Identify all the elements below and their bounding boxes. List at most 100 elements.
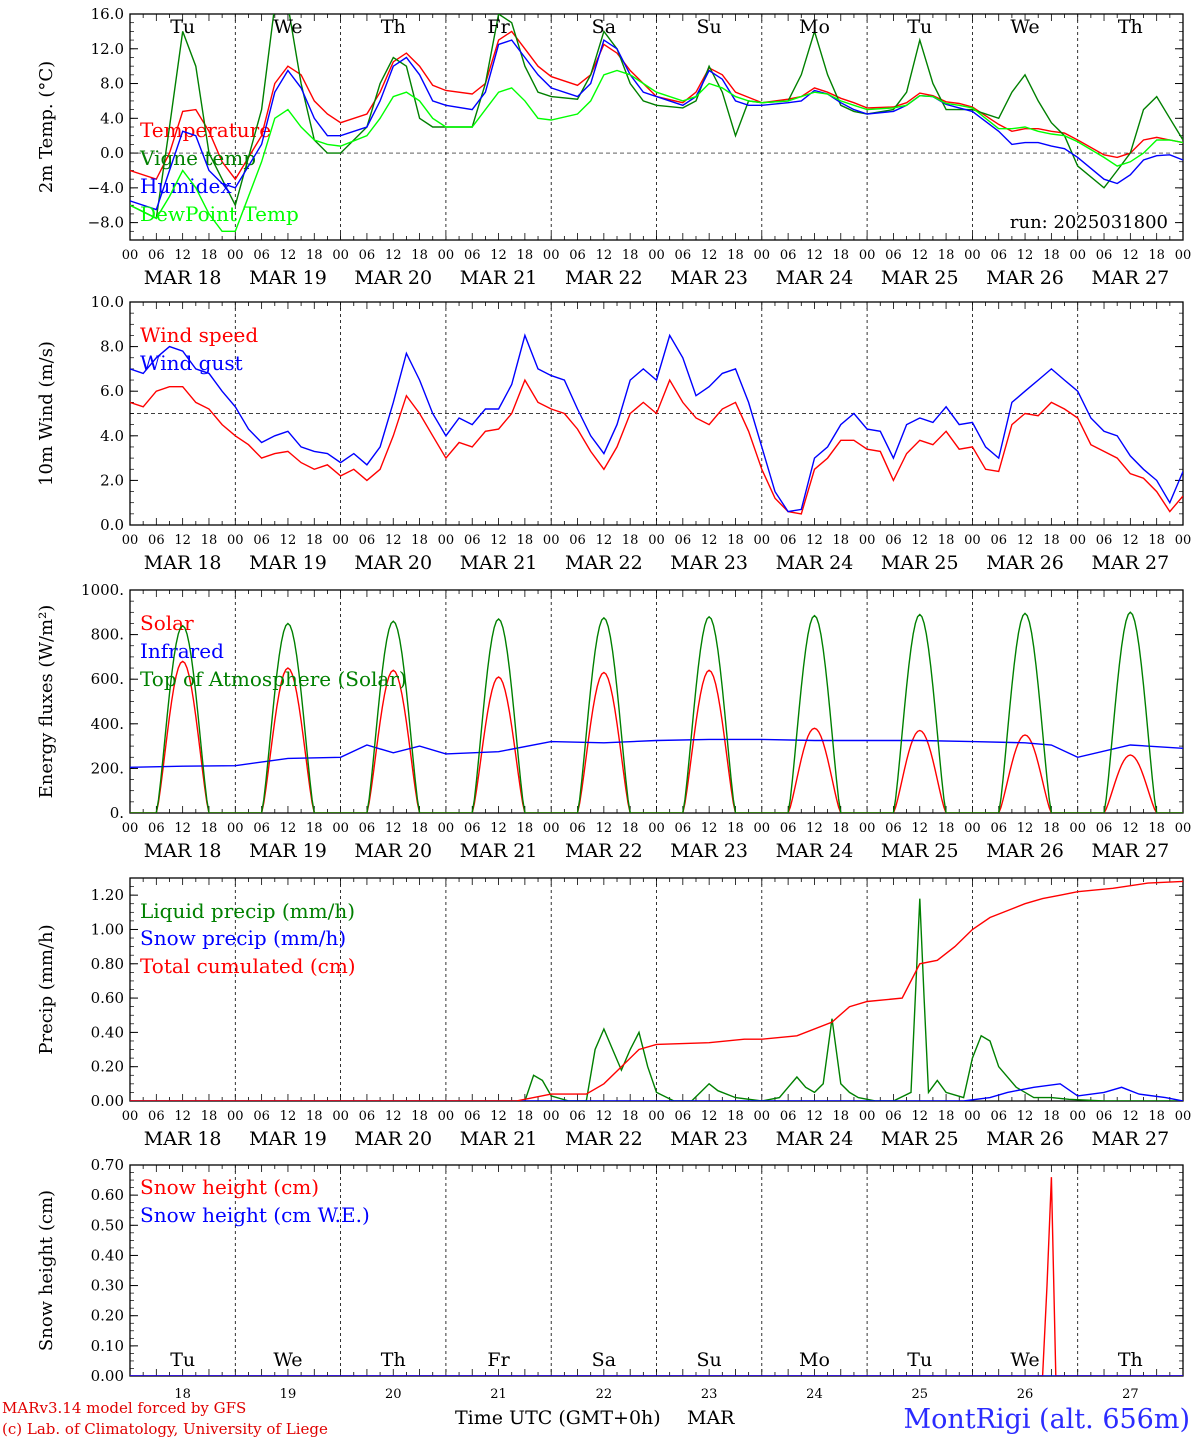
hour-label: 06 (885, 533, 902, 548)
hour-label: 12 (1122, 248, 1139, 263)
panel-energy: 0. 200. 400. 600. 800. 1000. Energy fluxes (W/… (36, 581, 1191, 862)
y-tick-label: 800. (91, 626, 124, 644)
hour-label: 06 (359, 821, 376, 836)
hour-label: 06 (253, 533, 270, 548)
y-tick-label: 0.40 (91, 1023, 124, 1041)
hour-label: 00 (754, 821, 771, 836)
legend-entry: Vigne temp (139, 146, 256, 170)
y-tick-label: 8.0 (100, 75, 124, 93)
hour-label: 18 (727, 1109, 744, 1124)
y-tick-label: 4.0 (100, 109, 124, 127)
legend-entry: Solar (140, 611, 194, 635)
y-axis-label: Precip (mm/h) (36, 924, 57, 1054)
hour-label: 06 (780, 533, 797, 548)
series-line-2 (130, 611, 1183, 813)
hour-label: 12 (1017, 533, 1034, 548)
hour-label: 12 (490, 1109, 507, 1124)
hour-label: 06 (464, 533, 481, 548)
hour-label: 18 (201, 248, 218, 263)
day-number: 20 (385, 1387, 402, 1402)
hour-label: 00 (1069, 533, 1086, 548)
day-name: Su (697, 16, 722, 38)
hour-label: 12 (701, 533, 718, 548)
hour-label: 00 (227, 248, 244, 263)
hour-label: 18 (833, 821, 850, 836)
date-label: MAR 23 (670, 552, 748, 574)
hour-label: 00 (122, 1109, 139, 1124)
hour-label: 18 (517, 248, 534, 263)
hour-label: 12 (701, 248, 718, 263)
y-tick-label: 2.0 (100, 471, 124, 489)
date-label: MAR 23 (670, 267, 748, 289)
day-name: Tu (170, 1349, 195, 1371)
hour-label: 12 (596, 1109, 613, 1124)
hour-label: 18 (1043, 821, 1060, 836)
date-label: MAR 23 (670, 1128, 748, 1150)
hour-label: 18 (938, 533, 955, 548)
day-number: 25 (911, 1387, 928, 1402)
y-tick-label: 0.00 (91, 1092, 124, 1110)
hour-label: 00 (859, 821, 876, 836)
date-label: MAR 22 (565, 267, 643, 289)
hour-label: 06 (148, 248, 165, 263)
y-tick-label: −4.0 (88, 179, 124, 197)
hour-label: 12 (911, 533, 928, 548)
lab-credit: (c) Lab. of Climatology, University of L… (2, 1420, 328, 1438)
y-tick-label: 0.60 (91, 1186, 124, 1204)
hour-label: 06 (1096, 1109, 1113, 1124)
date-label: MAR 22 (565, 552, 643, 574)
y-tick-label: 0.20 (91, 1058, 124, 1076)
hour-label: 12 (280, 533, 297, 548)
hour-label: 12 (806, 1109, 823, 1124)
date-label: MAR 25 (881, 1128, 959, 1150)
day-name: Fr (487, 16, 510, 38)
hour-label: 00 (964, 1109, 981, 1124)
hour-label: 18 (622, 821, 639, 836)
hour-label: 12 (280, 248, 297, 263)
date-label: MAR 25 (881, 552, 959, 574)
hour-label: 18 (1043, 1109, 1060, 1124)
hour-label: 00 (1175, 533, 1192, 548)
series-line-0 (130, 378, 1183, 515)
hour-label: 06 (464, 821, 481, 836)
hour-label: 00 (332, 533, 349, 548)
hour-label: 06 (148, 821, 165, 836)
hour-label: 00 (543, 533, 560, 548)
series-line-0 (130, 898, 1183, 1101)
hour-label: 12 (701, 821, 718, 836)
day-name: We (273, 16, 302, 38)
day-name: Fr (487, 1349, 510, 1371)
day-number: 22 (596, 1387, 613, 1402)
hour-label: 00 (1069, 821, 1086, 836)
day-name: Th (1118, 16, 1143, 38)
date-label: MAR 26 (986, 1128, 1064, 1150)
hour-label: 18 (833, 533, 850, 548)
hour-label: 12 (174, 1109, 191, 1124)
hour-label: 18 (201, 533, 218, 548)
y-tick-label: 0.70 (91, 1156, 124, 1174)
hour-label: 00 (332, 248, 349, 263)
day-name: We (1010, 1349, 1039, 1371)
hour-label: 12 (174, 248, 191, 263)
hour-label: 06 (675, 248, 692, 263)
hour-label: 00 (1175, 1109, 1192, 1124)
hour-label: 06 (359, 533, 376, 548)
date-label: MAR 24 (776, 552, 854, 574)
hour-label: 00 (859, 533, 876, 548)
day-name: Th (381, 16, 406, 38)
y-tick-label: 200. (91, 759, 124, 777)
legend-entry: Humidex (140, 174, 232, 198)
hour-label: 12 (596, 248, 613, 263)
date-label: MAR 23 (670, 840, 748, 862)
y-tick-label: 0.0 (100, 516, 124, 534)
hour-label: 18 (517, 821, 534, 836)
month-label: MAR (687, 1407, 735, 1429)
hour-label: 18 (411, 1109, 428, 1124)
hour-label: 12 (911, 821, 928, 836)
day-number: 23 (701, 1387, 718, 1402)
day-name: We (1010, 16, 1039, 38)
y-tick-label: 6.0 (100, 382, 124, 400)
date-label: MAR 18 (144, 840, 222, 862)
day-name: Su (697, 1349, 722, 1371)
series-line-3 (130, 69, 1183, 233)
